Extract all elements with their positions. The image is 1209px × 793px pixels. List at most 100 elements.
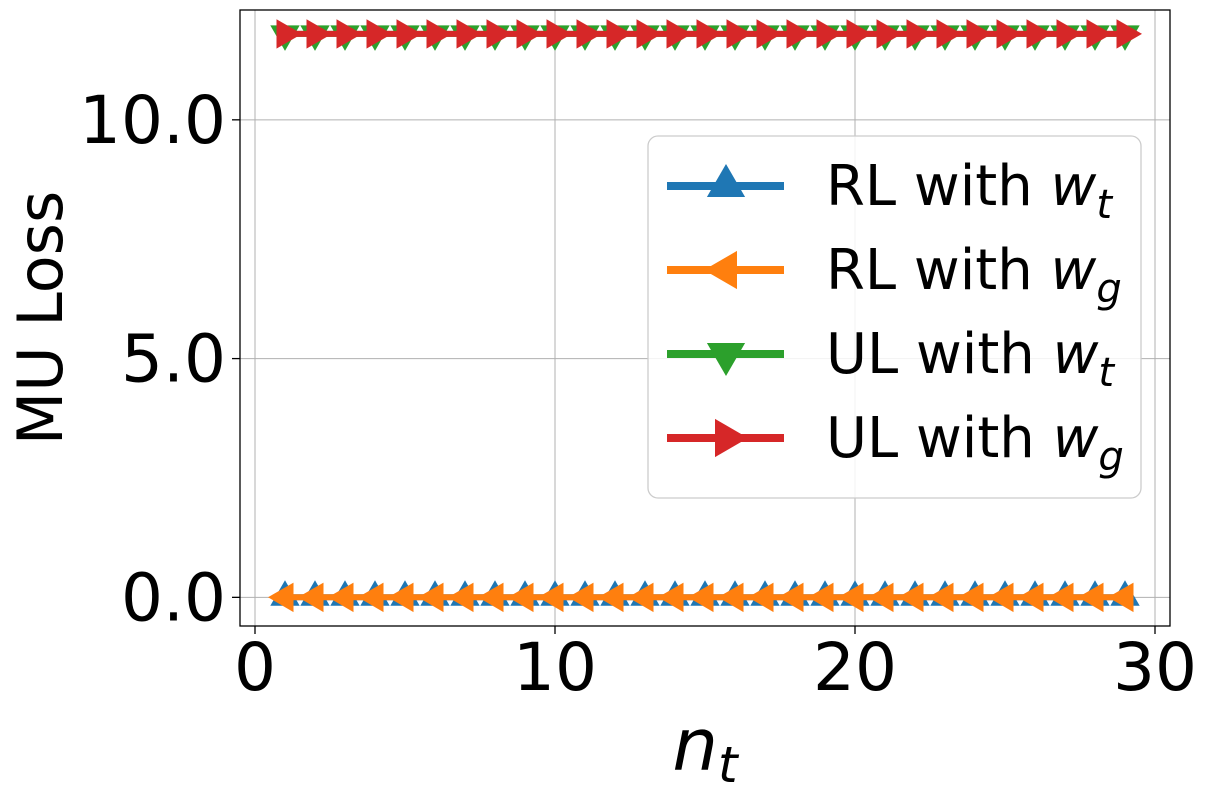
data-point-marker [336,19,362,49]
series-1 [268,582,1134,613]
data-point-marker [898,582,924,613]
data-point-marker [546,19,572,49]
legend-label-math: w [1053,322,1099,387]
y-axis-label: MU Loss [4,191,77,446]
data-point-marker [688,582,714,613]
data-point-marker [426,19,452,49]
data-point-marker [718,582,744,613]
legend-label-text: UL with [826,322,1053,387]
data-point-marker [628,582,654,613]
data-point-marker [1086,19,1112,49]
series-layer [268,19,1142,613]
data-point-marker [1056,19,1082,49]
data-point-marker [636,19,662,49]
legend-label: RL with wg [826,238,1122,312]
data-point-marker [868,582,894,613]
data-point-marker [846,19,872,49]
data-point-marker [876,19,902,49]
data-point-marker [726,19,752,49]
legend-label-text: RL with [826,154,1051,219]
data-point-marker [448,582,474,613]
data-point-marker [358,582,384,613]
data-point-marker [1116,19,1142,49]
data-point-marker [276,19,302,49]
data-point-marker [1018,582,1044,613]
data-point-marker [478,582,504,613]
y-tick-label: 10.0 [79,82,226,159]
x-axis-label-main: n [672,703,718,787]
data-point-marker [816,19,842,49]
y-tick-label: 5.0 [121,321,226,398]
legend-label: RL with wt [826,154,1113,228]
legend-label-math: w [1051,154,1097,219]
data-point-marker [658,582,684,613]
data-point-marker [1026,19,1052,49]
legend-label-sub: g [1096,266,1121,312]
legend-marker [706,343,746,376]
data-point-marker [1048,582,1074,613]
data-point-marker [538,582,564,613]
legend-label: UL with wt [826,322,1115,396]
data-point-marker [756,19,782,49]
legend-item: UL with wt [667,322,1115,396]
data-point-marker [696,19,722,49]
legend-label-math: w [1051,238,1097,303]
data-point-marker [268,582,294,613]
data-point-marker [748,582,774,613]
x-tick-label: 20 [813,629,897,706]
data-point-marker [838,582,864,613]
legend-label-sub: t [1098,350,1115,396]
data-point-marker [388,582,414,613]
legend-label-text: RL with [826,238,1051,303]
data-point-marker [808,582,834,613]
data-point-marker [508,582,534,613]
legend-item: UL with wg [667,406,1124,480]
x-axis-ticks: 0 10 20 30 [234,626,1197,706]
data-point-marker [906,19,932,49]
data-point-marker [576,19,602,49]
data-point-marker [298,582,324,613]
data-point-marker [928,582,954,613]
legend-marker [704,250,737,290]
x-tick-label: 30 [1113,629,1197,706]
data-point-marker [988,582,1014,613]
data-point-marker [456,19,482,49]
data-point-marker [516,19,542,49]
data-point-marker [396,19,422,49]
y-axis-ticks: 0.0 5.0 10.0 [79,82,240,636]
legend-label-math: w [1053,406,1099,471]
x-tick-label: 0 [234,629,276,706]
legend-item: RL with wt [667,154,1113,228]
x-axis-label: nt [672,703,740,793]
plot-frame [239,9,1171,627]
series-3 [276,19,1142,49]
x-tick-label: 10 [513,629,597,706]
legend-label-sub: t [1096,182,1113,228]
data-point-marker [1108,582,1134,613]
data-point-marker [486,19,512,49]
data-point-marker [366,19,392,49]
data-point-marker [568,582,594,613]
data-point-marker [418,582,444,613]
data-point-marker [1078,582,1104,613]
data-point-marker [666,19,692,49]
data-point-marker [778,582,804,613]
data-point-marker [936,19,962,49]
data-point-marker [598,582,624,613]
data-point-marker [328,582,354,613]
x-axis-label-sub: t [718,736,740,793]
legend-label: UL with wg [826,406,1124,480]
data-point-marker [306,19,332,49]
data-point-marker [786,19,812,49]
legend-item: RL with wg [667,238,1122,312]
legend-marker [715,418,748,458]
legend-label-sub: g [1098,434,1123,480]
data-point-marker [966,19,992,49]
legend-box [647,135,1142,499]
data-point-marker [996,19,1022,49]
data-point-marker [606,19,632,49]
legend-marker [706,164,746,197]
